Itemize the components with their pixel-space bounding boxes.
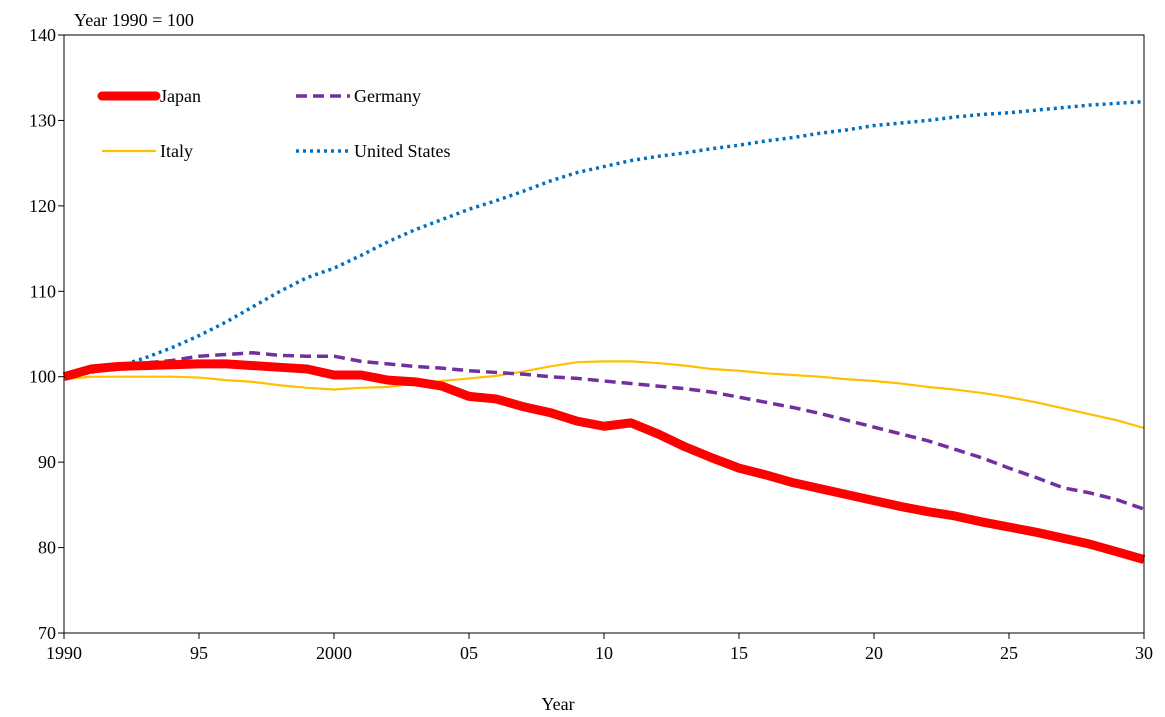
x-tick-label: 25: [1000, 643, 1018, 663]
y-tick-label: 80: [38, 538, 56, 558]
x-axis-title: Year: [541, 694, 574, 714]
legend: Japan Germany Italy United States: [97, 86, 451, 161]
series-layer: [62, 99, 1146, 564]
x-tick-label: 20: [865, 643, 883, 663]
y-tick-label: 120: [29, 196, 56, 216]
series-line-japan: [62, 359, 1146, 564]
y-tick-label: 130: [29, 110, 56, 130]
unit-label: Year 1990 = 100: [74, 10, 194, 30]
x-tick-label: 30: [1135, 643, 1153, 663]
legend-label-united-states: United States: [354, 141, 451, 161]
x-tick-label: 10: [595, 643, 613, 663]
y-axis: 70 80 90 100 110 120 130 140: [29, 25, 64, 643]
y-tick-label: 100: [29, 367, 56, 387]
x-tick-label: 95: [190, 643, 208, 663]
legend-label-germany: Germany: [354, 86, 421, 106]
series-line-germany: [63, 351, 1145, 511]
series-line-united-states: [63, 99, 1145, 379]
y-tick-label: 110: [30, 281, 56, 301]
y-tick-label: 70: [38, 623, 56, 643]
x-tick-label: 2000: [316, 643, 352, 663]
legend-label-italy: Italy: [160, 141, 193, 161]
x-axis: 1990 95 2000 05 10 15 20 25 30: [46, 633, 1153, 663]
y-tick-label: 90: [38, 452, 56, 472]
x-tick-label: 1990: [46, 643, 82, 663]
legend-label-japan: Japan: [160, 86, 201, 106]
y-tick-label: 140: [29, 25, 56, 45]
x-tick-label: 05: [460, 643, 478, 663]
series-line-italy: [63, 360, 1145, 430]
x-tick-label: 15: [730, 643, 748, 663]
